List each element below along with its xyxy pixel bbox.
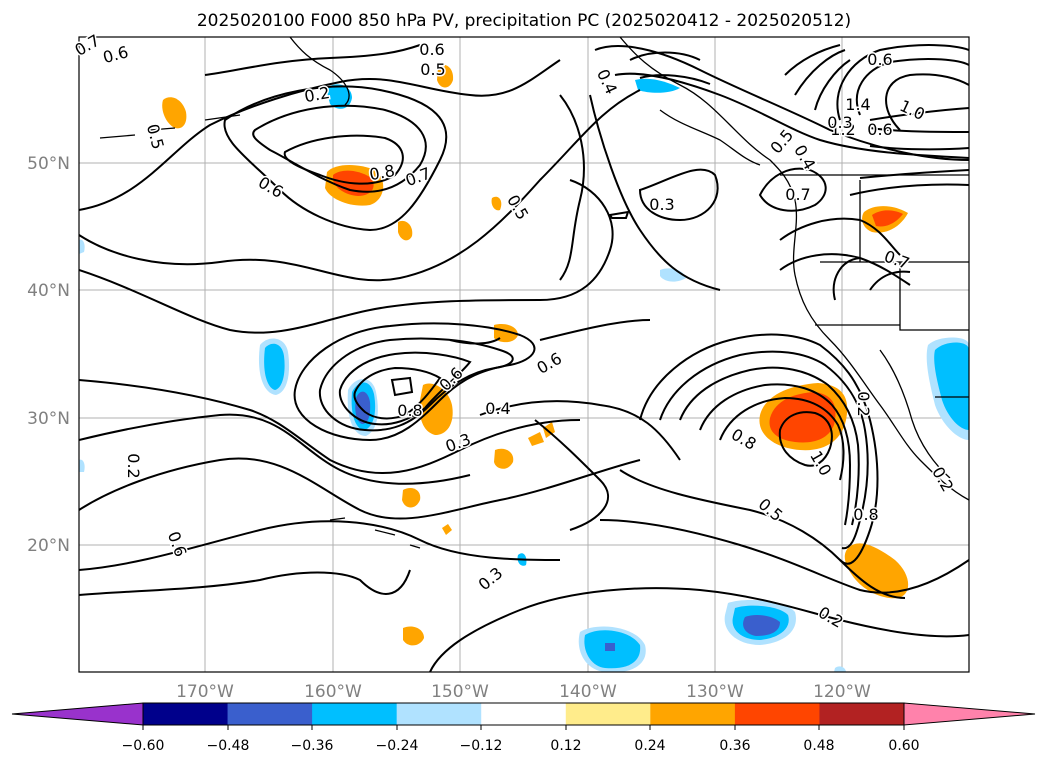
colorbar-tick-label: 0.12 <box>550 738 581 754</box>
colorbar-tick-label: −0.48 <box>207 738 250 754</box>
longitude-labels: 170°W 160°W 150°W 140°W 130°W 120°W <box>176 682 871 702</box>
lon-label-160w: 160°W <box>304 682 362 702</box>
lon-label-170w: 170°W <box>176 682 234 702</box>
colorbar-tick-label: −0.12 <box>460 738 503 754</box>
colorbar-tick-label: 0.24 <box>634 738 665 754</box>
colorbar-segment <box>312 703 398 725</box>
colorbar-tick-label: −0.36 <box>291 738 334 754</box>
contour-label: 0.2 <box>124 453 143 478</box>
contour-label: 1.4 <box>845 95 870 114</box>
contour-label: 0.2 <box>854 391 873 416</box>
colorbar-segment <box>481 703 567 725</box>
contour-label: 0.7 <box>785 185 810 204</box>
colorbar-segment <box>396 703 482 725</box>
gridlines <box>79 37 969 672</box>
contour-label: 0.6 <box>867 120 892 139</box>
lon-label-150w: 150°W <box>431 682 489 702</box>
latitude-labels: 50°N 40°N 30°N 20°N <box>27 154 70 556</box>
contour-label: 0.6 <box>867 50 892 69</box>
contour-label: 0.8 <box>368 161 396 184</box>
contour-label: 0.3 <box>827 113 852 132</box>
contour-label: 0.5 <box>420 60 445 79</box>
colorbar-segment <box>143 703 229 725</box>
lat-label-40n: 40°N <box>27 281 70 301</box>
colorbar-tick-label: −0.24 <box>376 738 419 754</box>
map-frame <box>78 36 970 673</box>
contour-label: 0.8 <box>853 505 878 524</box>
contour-label: 0.6 <box>419 40 444 59</box>
colorbar-segment-min <box>12 703 143 725</box>
lat-label-30n: 30°N <box>27 409 70 429</box>
contour-label: 0.8 <box>397 401 422 420</box>
lat-label-50n: 50°N <box>27 154 70 174</box>
colorbar-segment <box>227 703 313 725</box>
lon-label-130w: 130°W <box>686 682 744 702</box>
colorbar-tick-label: 0.48 <box>803 738 834 754</box>
contour-label: 1.2 <box>830 120 855 139</box>
map-panel: 0.70.6 0.60.50.20.50.8 0.70.60.50.40.30.50… <box>27 29 970 702</box>
colorbar-segment <box>565 703 651 725</box>
colorbar-segment-max <box>904 703 1035 725</box>
colorbar-segment <box>650 703 736 725</box>
lat-label-20n: 20°N <box>27 536 70 556</box>
contour-label: 0.3 <box>649 195 674 214</box>
colorbar-tick-label: 0.60 <box>888 738 919 754</box>
colorbar-segments <box>12 703 1035 725</box>
map-background <box>79 37 969 672</box>
colorbar: −0.60 −0.48 −0.36 −0.24 −0.12 0.12 0.24 … <box>11 702 1036 754</box>
colorbar-tick-label: −0.60 <box>122 738 165 754</box>
colorbar-segment <box>819 703 905 725</box>
lon-label-120w: 120°W <box>813 682 871 702</box>
contour-label: 0.4 <box>485 399 510 418</box>
colorbar-tick-label: 0.36 <box>719 738 750 754</box>
figure-title: 2025020100 F000 850 hPa PV, precipitatio… <box>197 11 851 31</box>
pv-contours <box>79 44 969 672</box>
colorbar-ticks <box>142 725 905 730</box>
coastlines <box>99 37 969 549</box>
colorbar-segment <box>734 703 821 725</box>
colorbar-frame <box>142 702 905 726</box>
lon-label-140w: 140°W <box>559 682 617 702</box>
